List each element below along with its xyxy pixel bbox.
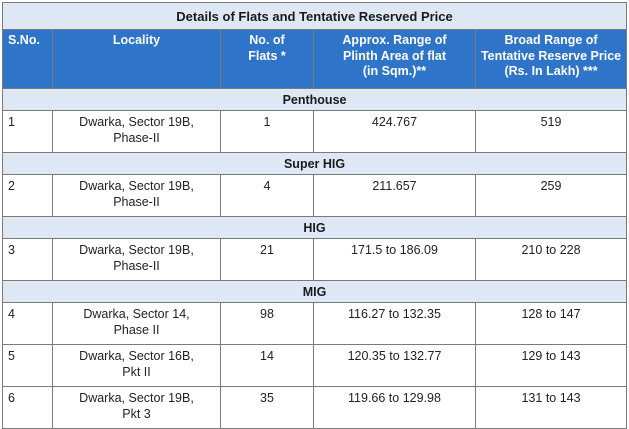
header-reserve-price: Broad Range of Tentative Reserve Price (… bbox=[474, 29, 628, 89]
table-body: Penthouse 1 Dwarka, Sector 19B, Phase-II 1 4… bbox=[1, 88, 628, 429]
cell-plinth-area: 424.767 bbox=[313, 110, 476, 153]
cell-sno: 4 bbox=[2, 302, 53, 345]
cell-no-of-flats: 14 bbox=[220, 344, 314, 387]
cell-sno: 2 bbox=[2, 174, 53, 217]
cell-locality: Dwarka, Sector 19B, Phase-II bbox=[52, 110, 221, 153]
cell-reserve-price: 129 to 143 bbox=[474, 344, 628, 387]
header-locality: Locality bbox=[52, 29, 221, 89]
cell-locality: Dwarka, Sector 16B, Pkt II bbox=[52, 344, 221, 387]
cell-reserve-price: 210 to 228 bbox=[474, 238, 628, 281]
category-label: Penthouse bbox=[1, 88, 628, 111]
cell-reserve-price: 131 to 143 bbox=[474, 386, 628, 429]
cell-plinth-area: 116.27 to 132.35 bbox=[313, 302, 476, 345]
table-title-row: Details of Flats and Tentative Reserved … bbox=[1, 2, 628, 30]
category-label: HIG bbox=[1, 216, 628, 239]
cell-locality: Dwarka, Sector 19B, Pkt 3 bbox=[52, 386, 221, 429]
cell-locality: Dwarka, Sector 14, Phase II bbox=[52, 302, 221, 345]
table-row: 2 Dwarka, Sector 19B, Phase-II 4 211.657 259 bbox=[2, 174, 628, 217]
cell-locality: Dwarka, Sector 19B, Phase-II bbox=[52, 174, 221, 217]
header-plinth-area: Approx. Range of Plinth Area of flat (in… bbox=[313, 29, 476, 89]
cell-no-of-flats: 21 bbox=[220, 238, 314, 281]
cell-no-of-flats: 1 bbox=[220, 110, 314, 153]
category-row: Super HIG bbox=[1, 152, 628, 175]
table-row: 4 Dwarka, Sector 14, Phase II 98 116.27 to … bbox=[2, 302, 628, 345]
cell-no-of-flats: 4 bbox=[220, 174, 314, 217]
table-title: Details of Flats and Tentative Reserved … bbox=[1, 2, 628, 30]
cell-plinth-area: 171.5 to 186.09 bbox=[313, 238, 476, 281]
category-row: HIG bbox=[1, 216, 628, 239]
header-sno: S.No. bbox=[2, 29, 53, 89]
cell-no-of-flats: 98 bbox=[220, 302, 314, 345]
cell-sno: 6 bbox=[2, 386, 53, 429]
header-no-of-flats: No. of Flats * bbox=[220, 29, 314, 89]
table-row: 5 Dwarka, Sector 16B, Pkt II 14 120.35 to 1… bbox=[2, 344, 628, 387]
category-row: Penthouse bbox=[1, 88, 628, 111]
cell-sno: 5 bbox=[2, 344, 53, 387]
table-row: 3 Dwarka, Sector 19B, Phase-II 21 171.5 to … bbox=[2, 238, 628, 281]
column-header-row: S.No. Locality No. of Flats * Approx. Ra… bbox=[2, 29, 628, 89]
category-label: Super HIG bbox=[1, 152, 628, 175]
table-row: 6 Dwarka, Sector 19B, Pkt 3 35 119.66 to 12… bbox=[2, 386, 628, 429]
cell-reserve-price: 259 bbox=[474, 174, 628, 217]
cell-locality: Dwarka, Sector 19B, Phase-II bbox=[52, 238, 221, 281]
cell-plinth-area: 120.35 to 132.77 bbox=[313, 344, 476, 387]
cell-sno: 3 bbox=[2, 238, 53, 281]
category-row: MIG bbox=[1, 280, 628, 303]
cell-sno: 1 bbox=[2, 110, 53, 153]
cell-no-of-flats: 35 bbox=[220, 386, 314, 429]
category-label: MIG bbox=[1, 280, 628, 303]
cell-reserve-price: 519 bbox=[474, 110, 628, 153]
table-row: 1 Dwarka, Sector 19B, Phase-II 1 424.767 519 bbox=[2, 110, 628, 153]
cell-plinth-area: 119.66 to 129.98 bbox=[313, 386, 476, 429]
cell-plinth-area: 211.657 bbox=[313, 174, 476, 217]
cell-reserve-price: 128 to 147 bbox=[474, 302, 628, 345]
